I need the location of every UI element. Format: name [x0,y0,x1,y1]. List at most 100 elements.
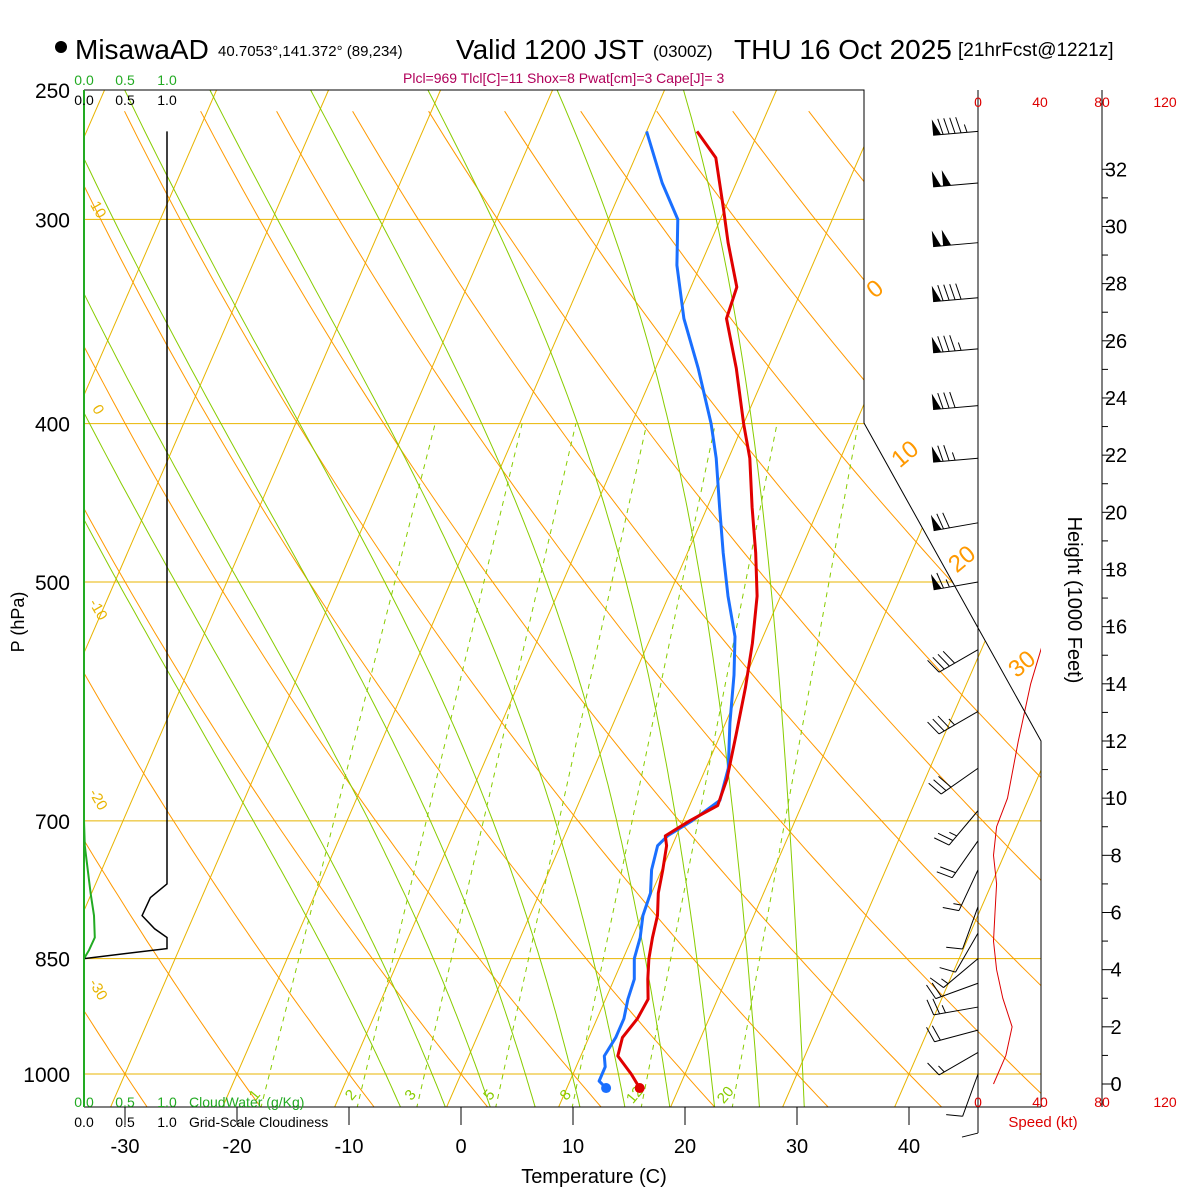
wind-barb-6 [931,445,979,463]
moist-adiabat-4 [84,90,492,1107]
cloudwater-tick-top-0: 0.0 [74,72,94,88]
dry-adiabat-90 [580,110,1041,1107]
cloudwater-tick-bottom-2: 1.0 [157,1094,177,1110]
x-tick-label--30: -30 [111,1136,140,1158]
height-tick-label-20: 20 [1105,502,1127,524]
cloudiness-label: Grid-Scale Cloudiness [189,1114,328,1130]
speed-tick-bottom-40: 40 [1032,1094,1048,1110]
moist-adiabat-32 [683,90,805,1107]
mixing-ratio-3 [416,423,577,1107]
wind-barb-21 [927,1051,979,1076]
isotherm-40 [894,90,1041,1107]
dry-adiabat-120 [808,110,1041,1107]
dewpoint-trace [597,130,737,1090]
x-tick-label--10: -10 [335,1136,364,1158]
isotherm--30 [110,90,554,1107]
cloudiness-tick-bottom-0: 0.0 [74,1114,94,1130]
wind-barb-20 [926,1025,979,1043]
station-label: MisawaAD [75,34,209,65]
dry-adiabat-30 [124,110,829,1107]
isotherm--40 [84,90,442,1107]
isotherm--20 [222,90,666,1107]
dry-adiabat-50 [276,110,1041,1107]
mixing-ratio-label-3: 3 [401,1086,419,1103]
wind-barb-22 [946,1073,979,1117]
dry-adiabat-70 [428,110,1041,1107]
dry-adiabat-80 [504,110,1041,1107]
dry-adiabat-10 [84,111,602,1107]
speed-tick-top-120: 120 [1153,94,1177,110]
dewpoint-trace-surface-marker [601,1083,612,1094]
mixing-ratio-label-8: 8 [557,1086,575,1103]
moist-adiabat--4 [84,90,402,1107]
speed-tick-bottom-80: 80 [1094,1094,1110,1110]
isotherm-0 [446,90,890,1107]
x-axis-label: Temperature (C) [521,1166,667,1188]
station-dot-icon [55,41,67,53]
cloudwater-tick-bottom-0: 0.0 [74,1094,94,1110]
height-tick-label-30: 30 [1105,216,1127,238]
cloudiness-profile [84,131,168,960]
isotherm-label-0: 0 [88,402,107,418]
dry-adiabat-label-10: 10 [886,435,924,473]
wind-barb-9 [927,649,979,673]
pressure-label-250: 250 [35,80,70,103]
height-tick-label-6: 6 [1110,902,1121,924]
dry-adiabat--20 [84,111,262,1107]
mixing-ratio-label-20: 20 [714,1083,738,1107]
mixing-ratio-8 [571,423,716,1107]
wind-barb-17 [929,958,979,988]
wind-barb-14 [942,869,979,912]
temperature-trace-surface-marker [634,1083,645,1094]
isotherm--60 [84,90,218,1107]
wind-barb-8 [930,572,979,591]
dry-adiabat-label-0: 0 [861,275,889,304]
pressure-label-300: 300 [35,209,70,232]
wind-barb-3 [931,283,979,303]
cloudiness-tick-bottom-2: 1.0 [157,1114,177,1130]
mixing-ratio-1 [260,423,436,1107]
valid-time: Valid 1200 JST [456,34,644,65]
temperature-trace [616,130,759,1089]
x-tick-label-40: 40 [898,1136,920,1158]
moist-adiabat-20 [310,90,671,1107]
pressure-label-500: 500 [35,572,70,595]
wind-barb-16 [939,932,979,973]
pressure-label-850: 850 [35,949,70,972]
isotherm--50 [84,90,330,1107]
pressure-label-700: 700 [35,811,70,834]
mixing-ratio-2 [356,423,523,1107]
wind-barb-15 [946,906,979,950]
isotherm-label--20: -20 [85,786,111,813]
height-tick-label-2: 2 [1110,1017,1121,1039]
height-tick-label-32: 32 [1105,159,1127,181]
cloudiness-tick-top-1: 0.5 [115,92,135,108]
isotherm-20 [670,90,1041,1107]
dry-adiabat-60 [352,110,1041,1107]
height-tick-label-22: 22 [1105,445,1127,467]
wind-barb-10 [927,710,979,735]
speed-tick-top-80: 80 [1094,94,1110,110]
dry-adiabat-110 [732,110,1041,1107]
isotherm-label-10: 10 [86,198,109,221]
wind-barb-5 [931,391,979,411]
moist-adiabat-16 [209,90,626,1107]
forecast-hour: [21hrFcst@1221z] [958,40,1114,61]
isotherm--10 [334,90,778,1107]
height-tick-label-10: 10 [1105,788,1127,810]
dry-adiabat-20 [84,110,715,1107]
height-tick-label-18: 18 [1105,559,1127,581]
wind-barb-19 [926,998,979,1016]
speed-tick-bottom-120: 120 [1153,1094,1177,1110]
pressure-label-1000: 1000 [23,1064,70,1087]
dry-adiabat-label-20: 20 [943,540,981,578]
mixing-ratio-label-2: 2 [342,1086,360,1103]
x-tick-label--20: -20 [223,1136,252,1158]
wind-barb-7 [930,512,979,532]
station-coords: 40.7053°,141.372° (89,234) [218,43,403,60]
x-tick-label-10: 10 [562,1136,584,1158]
y-axis-label: P (hPa) [8,592,28,653]
valid-date: THU 16 Oct 2025 [734,34,952,65]
height-tick-label-14: 14 [1105,674,1127,696]
